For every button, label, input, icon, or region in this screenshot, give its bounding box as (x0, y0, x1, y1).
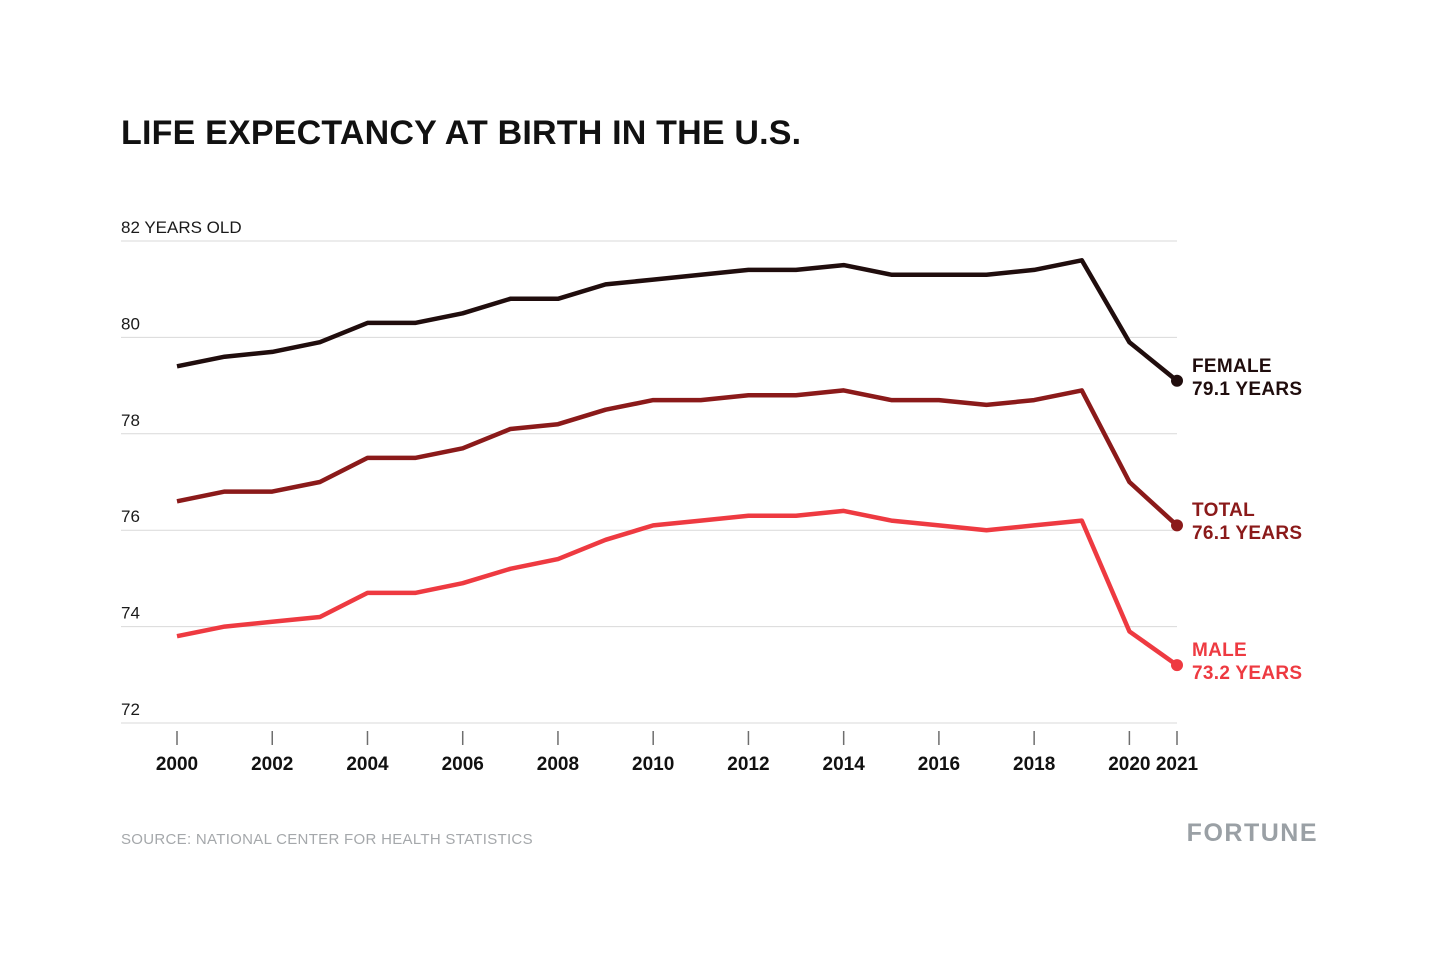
annotation-male: MALE 73.2 YEARS (1192, 639, 1302, 685)
x-axis-label: 2018 (1013, 754, 1055, 775)
y-axis-label: 82 YEARS OLD (121, 218, 242, 237)
annotation-series-value: 79.1 YEARS (1192, 378, 1303, 400)
x-axis-label: 2016 (918, 754, 960, 775)
series-line-total (176, 388, 1179, 528)
series-endpoint-total (1171, 519, 1183, 532)
series-endpoint-male (1171, 659, 1183, 672)
x-axis-label: 2014 (823, 754, 866, 775)
y-axis-label: 80 (121, 314, 140, 333)
annotation-series-name: MALE (1192, 640, 1248, 662)
annotation-series-value: 73.2 YEARS (1192, 663, 1303, 685)
x-axis-label: 2020 (1108, 754, 1150, 775)
series-endpoint-female (1171, 374, 1183, 387)
series-line-male (176, 508, 1179, 668)
annotation-total: TOTAL 76.1 YEARS (1192, 499, 1302, 545)
y-axis-label: 78 (121, 411, 140, 430)
x-axis-label: 2021 (1156, 754, 1199, 775)
x-axis-label: 2002 (251, 754, 293, 775)
series-line-female (176, 258, 1179, 383)
x-axis-label: 2012 (727, 754, 769, 775)
x-axis-label: 2006 (442, 754, 484, 775)
x-axis-label: 2008 (537, 754, 579, 775)
x-axis-label: 2004 (346, 754, 389, 775)
x-axis-label: 2000 (156, 754, 198, 775)
annotation-series-value: 76.1 YEARS (1192, 523, 1303, 545)
annotation-series-name: FEMALE (1192, 355, 1272, 377)
annotation-female: FEMALE 79.1 YEARS (1192, 355, 1302, 401)
fortune-logo: FORTUNE (1186, 819, 1318, 847)
x-axis-label: 2010 (632, 754, 674, 775)
annotation-series-name: TOTAL (1192, 500, 1256, 522)
y-axis-label: 72 (121, 700, 140, 719)
y-axis-label: 74 (121, 604, 140, 623)
y-axis-label: 76 (121, 507, 140, 526)
chart-title: LIFE EXPECTANCY AT BIRTH IN THE U.S. (121, 114, 802, 152)
source-note: SOURCE: NATIONAL CENTER FOR HEALTH STATI… (121, 831, 533, 848)
